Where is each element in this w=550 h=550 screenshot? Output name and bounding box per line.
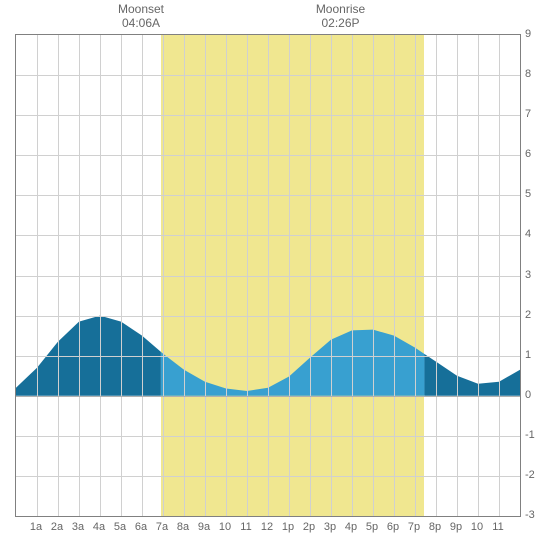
- grid-line-zero: [16, 396, 520, 397]
- x-tick-label: 5p: [366, 521, 378, 533]
- y-tick-label: 0: [525, 389, 531, 401]
- x-tick-label: 4p: [345, 521, 357, 533]
- moonset-annotation: Moonset 04:06A: [111, 2, 171, 31]
- grid-line-h: [16, 276, 520, 277]
- grid-line-h: [16, 235, 520, 236]
- moonrise-time: 02:26P: [311, 16, 371, 30]
- grid-line-h: [16, 75, 520, 76]
- moonset-time: 04:06A: [111, 16, 171, 30]
- x-tick-label: 6p: [387, 521, 399, 533]
- y-tick-label: 6: [525, 148, 531, 160]
- x-tick-label: 7a: [156, 521, 168, 533]
- y-tick-label: 4: [525, 228, 531, 240]
- tide-area-segment: [161, 330, 425, 396]
- x-tick-label: 7p: [408, 521, 420, 533]
- x-tick-label: 1p: [282, 521, 294, 533]
- x-tick-label: 9a: [198, 521, 210, 533]
- tide-chart-container: Moonset 04:06A Moonrise 02:26P 1a 2a 3a 4a 5…: [0, 0, 550, 550]
- x-tick-label: 6a: [135, 521, 147, 533]
- grid-line-h: [16, 155, 520, 156]
- y-tick-label: 5: [525, 188, 531, 200]
- grid-line-h: [16, 195, 520, 196]
- x-tick-label: 10: [471, 521, 483, 533]
- moonrise-label: Moonrise: [311, 2, 371, 16]
- y-tick-label: -1: [525, 429, 535, 441]
- x-tick-label: 1a: [30, 521, 42, 533]
- y-tick-label: -3: [525, 509, 535, 521]
- x-tick-label: 3a: [72, 521, 84, 533]
- grid-line-h: [16, 115, 520, 116]
- x-tick-label: 3p: [324, 521, 336, 533]
- grid-line-h: [16, 436, 520, 437]
- moonset-label: Moonset: [111, 2, 171, 16]
- y-tick-label: 9: [525, 28, 531, 40]
- x-tick-label: 11: [492, 521, 503, 533]
- y-tick-label: 1: [525, 349, 531, 361]
- x-tick-label: 4a: [93, 521, 105, 533]
- x-tick-label: 2p: [303, 521, 315, 533]
- x-tick-label: 10: [219, 521, 231, 533]
- grid-line-h: [16, 476, 520, 477]
- x-tick-label: 11: [240, 521, 251, 533]
- x-tick-label: 5a: [114, 521, 126, 533]
- x-tick-label: 9p: [450, 521, 462, 533]
- chart-area: [15, 34, 521, 517]
- x-tick-label: 8a: [177, 521, 189, 533]
- y-tick-label: 8: [525, 68, 531, 80]
- x-tick-label: 2a: [51, 521, 63, 533]
- y-tick-label: 2: [525, 309, 531, 321]
- grid-line-h: [16, 316, 520, 317]
- y-tick-label: 7: [525, 108, 531, 120]
- grid-line-h: [16, 356, 520, 357]
- y-tick-label: -2: [525, 469, 535, 481]
- x-tick-label: 12: [261, 521, 273, 533]
- tide-area-segment: [424, 354, 520, 396]
- y-tick-label: 3: [525, 269, 531, 281]
- x-tick-label: 8p: [429, 521, 441, 533]
- moonrise-annotation: Moonrise 02:26P: [311, 2, 371, 31]
